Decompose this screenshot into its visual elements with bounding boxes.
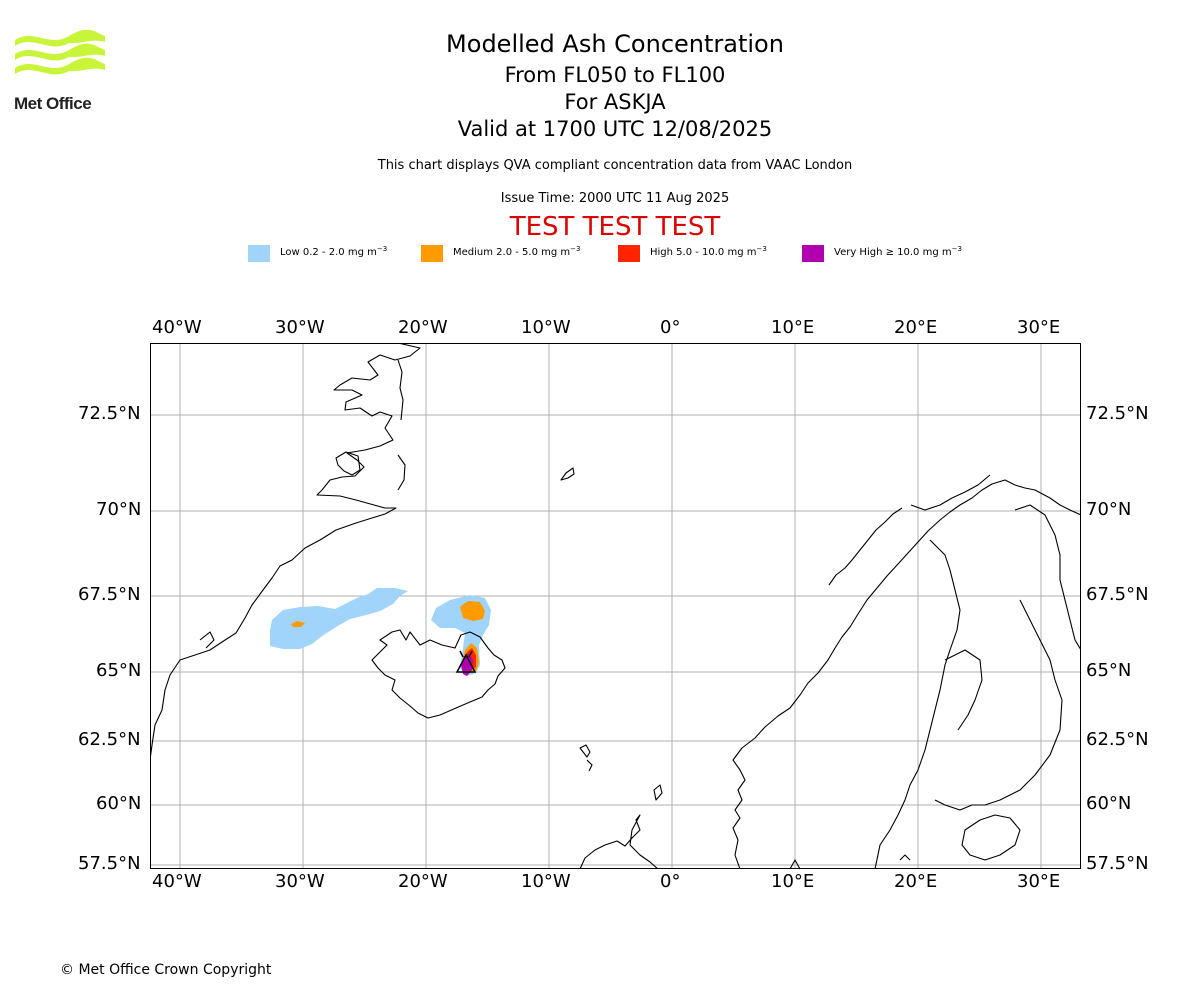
coastlines xyxy=(150,343,1081,869)
lon-tick-top-30e: 30°E xyxy=(1017,317,1061,338)
lat-tick-right-72-5: 72.5°N xyxy=(1086,403,1149,424)
lat-tick-left-67-5: 67.5°N xyxy=(78,584,141,605)
lon-tick-bottom-20e: 20°E xyxy=(894,871,938,892)
lon-tick-bottom-30e: 30°E xyxy=(1017,871,1061,892)
lon-tick-top-40w: 40°W xyxy=(152,317,202,338)
legend-swatch-medium xyxy=(421,245,443,262)
copyright-notice: © Met Office Crown Copyright xyxy=(60,962,272,978)
map-gridlines xyxy=(150,343,1081,869)
ash-spot-medium-west xyxy=(291,621,305,627)
legend-label-high: High 5.0 - 10.0 mg m−3 xyxy=(650,245,767,258)
lon-tick-bottom-30w: 30°W xyxy=(275,871,325,892)
map-frame xyxy=(150,343,1081,869)
chart-title: Modelled Ash Concentration xyxy=(446,30,784,58)
lat-tick-left-72-5: 72.5°N xyxy=(78,403,141,424)
lat-tick-left-70: 70°N xyxy=(96,499,142,520)
met-office-waves-icon xyxy=(15,29,105,75)
legend-label-low: Low 0.2 - 2.0 mg m−3 xyxy=(280,245,388,258)
lat-tick-right-62-5: 62.5°N xyxy=(1086,729,1149,750)
lat-tick-right-57-5: 57.5°N xyxy=(1086,853,1149,874)
legend-swatch-high xyxy=(618,245,640,262)
legend-swatch-low xyxy=(248,245,270,262)
lon-tick-bottom-20w: 20°W xyxy=(398,871,448,892)
lon-tick-top-20w: 20°W xyxy=(398,317,448,338)
legend-swatch-very-high xyxy=(802,245,824,262)
lat-tick-left-65: 65°N xyxy=(96,660,142,681)
issue-time: Issue Time: 2000 UTC 11 Aug 2025 xyxy=(500,191,730,206)
legend-label-medium: Medium 2.0 - 5.0 mg m−3 xyxy=(453,245,581,258)
lat-tick-right-60: 60°N xyxy=(1086,793,1132,814)
lon-tick-bottom-40w: 40°W xyxy=(152,871,202,892)
lon-tick-bottom-10e: 10°E xyxy=(771,871,815,892)
lon-tick-top-10w: 10°W xyxy=(521,317,571,338)
lat-tick-right-67-5: 67.5°N xyxy=(1086,584,1149,605)
ash-concentration-map xyxy=(150,343,1081,869)
compliance-note: This chart displays QVA compliant concen… xyxy=(377,158,853,173)
volcano-name: For ASKJA xyxy=(564,90,666,114)
lon-tick-top-30w: 30°W xyxy=(275,317,325,338)
legend-label-very-high: Very High ≥ 10.0 mg m−3 xyxy=(834,245,962,258)
lat-tick-left-60: 60°N xyxy=(96,793,142,814)
test-banner: TEST TEST TEST xyxy=(509,212,721,242)
valid-time: Valid at 1700 UTC 12/08/2025 xyxy=(457,117,773,141)
lon-tick-top-10e: 10°E xyxy=(771,317,815,338)
ash-plume-low-west xyxy=(270,588,408,649)
lat-tick-left-57-5: 57.5°N xyxy=(78,853,141,874)
lat-tick-left-62-5: 62.5°N xyxy=(78,729,141,750)
volcano-icon xyxy=(455,650,477,673)
met-office-logo-text: Met Office xyxy=(14,94,92,113)
lon-tick-top-0: 0° xyxy=(660,317,681,338)
met-office-logo: Met Office xyxy=(14,29,106,113)
lon-tick-bottom-10w: 10°W xyxy=(521,871,571,892)
lat-tick-right-65: 65°N xyxy=(1086,660,1132,681)
lat-tick-right-70: 70°N xyxy=(1086,499,1132,520)
flight-level-range: From FL050 to FL100 xyxy=(504,63,726,87)
lon-tick-bottom-0: 0° xyxy=(660,871,681,892)
ash-patch-medium-north xyxy=(460,601,485,621)
lon-tick-top-20e: 20°E xyxy=(894,317,938,338)
